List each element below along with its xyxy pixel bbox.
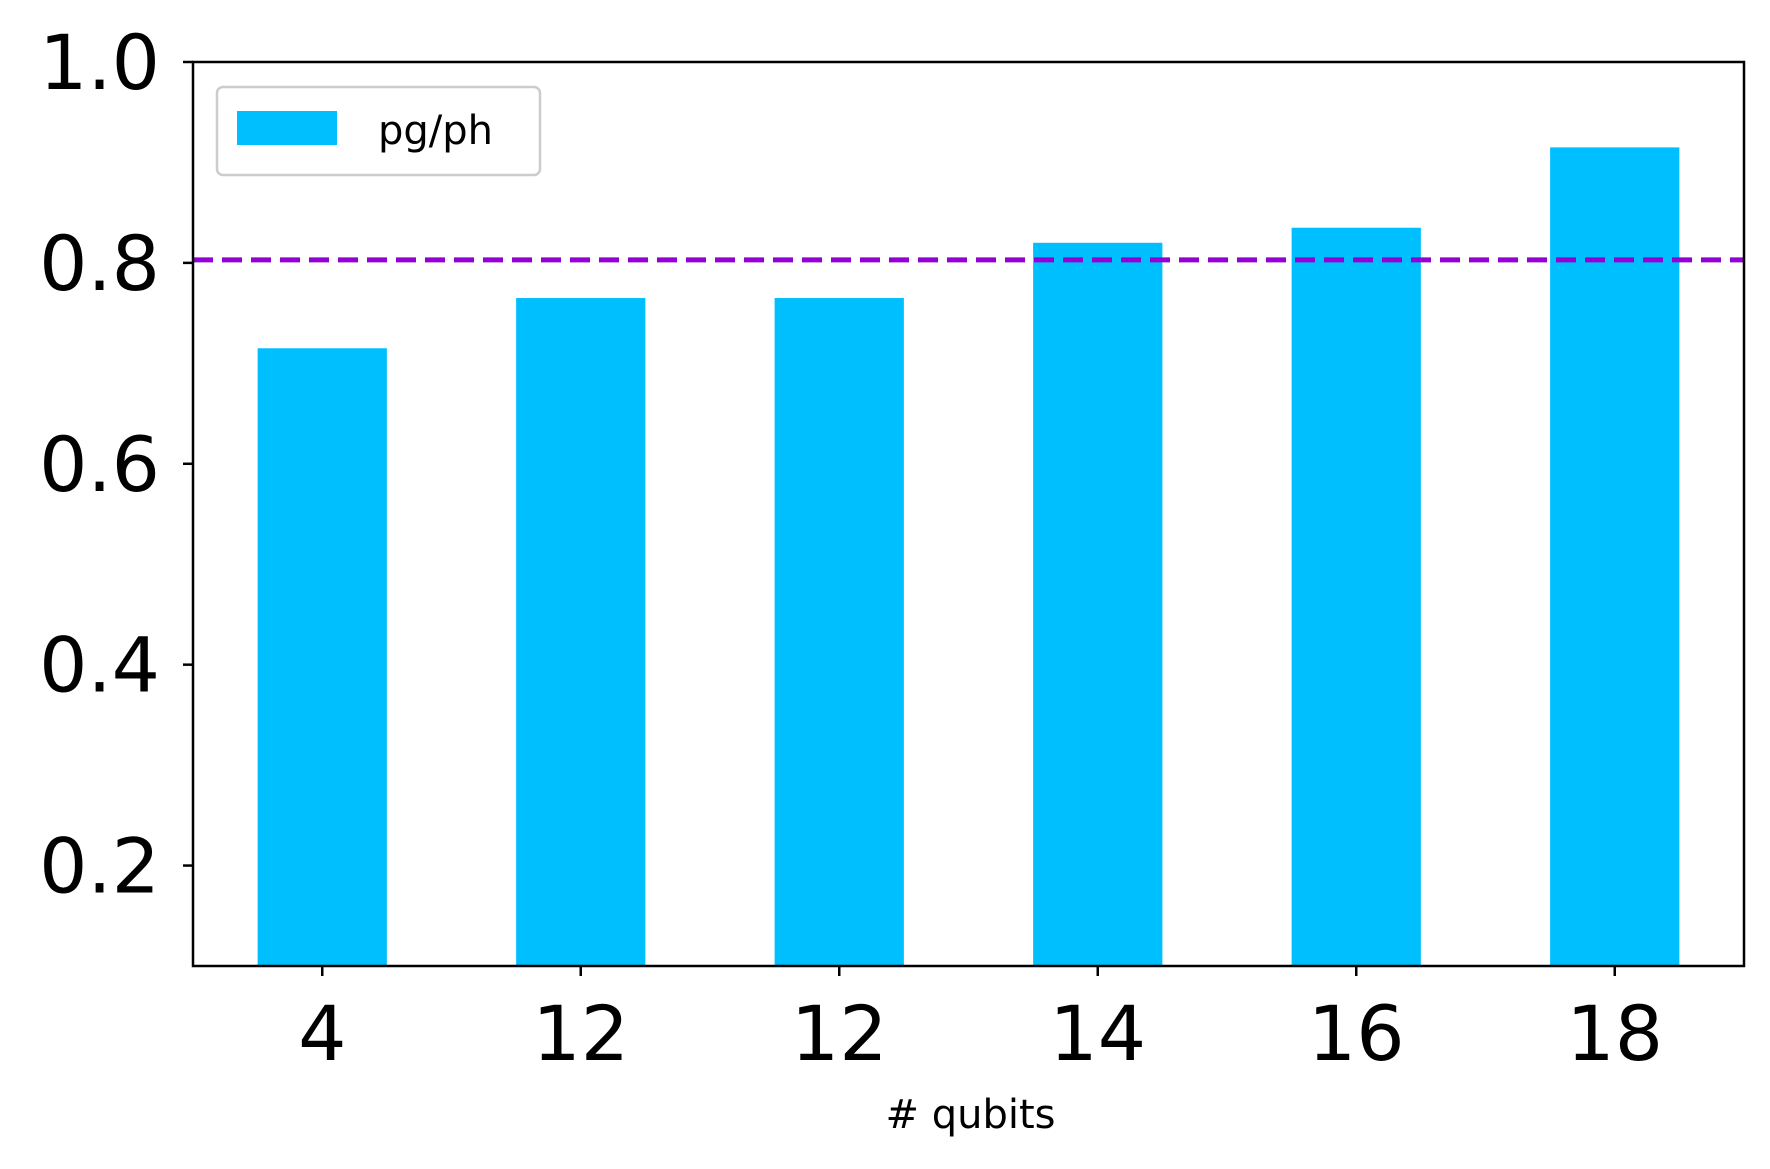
x-tick-label-2: 12 <box>791 989 888 1078</box>
bars-group <box>257 147 1680 967</box>
legend-label: pg/ph <box>378 108 493 154</box>
legend: pg/ph <box>215 85 542 177</box>
x-tick-label-1: 12 <box>532 989 629 1078</box>
legend-box <box>215 85 542 177</box>
y-axis: 0.2 0.4 0.6 0.8 1.0 <box>39 18 193 911</box>
x-tick-label-4: 16 <box>1308 989 1405 1078</box>
x-axis-label: # qubits <box>886 1092 1056 1138</box>
y-tick-label-2: 0.6 <box>39 420 160 509</box>
x-tick-label-5: 18 <box>1566 989 1663 1078</box>
x-tick-label-0: 4 <box>298 989 346 1078</box>
y-tick-label-0: 0.2 <box>39 822 160 911</box>
legend-swatch <box>237 111 337 145</box>
x-tick-label-3: 14 <box>1049 989 1146 1078</box>
y-tick-label-3: 0.8 <box>39 219 160 308</box>
y-tick-label-1: 0.4 <box>39 621 160 710</box>
x-axis: 4 12 12 14 16 18 <box>298 966 1663 1078</box>
y-tick-label-4: 1.0 <box>39 18 160 107</box>
bar-0 <box>257 348 387 966</box>
bar-4 <box>1291 227 1421 966</box>
plot-frame <box>191 60 1746 968</box>
bar-5 <box>1550 147 1680 966</box>
bar-1 <box>516 298 646 966</box>
bar-2 <box>774 298 904 966</box>
bar-3 <box>1033 242 1163 967</box>
